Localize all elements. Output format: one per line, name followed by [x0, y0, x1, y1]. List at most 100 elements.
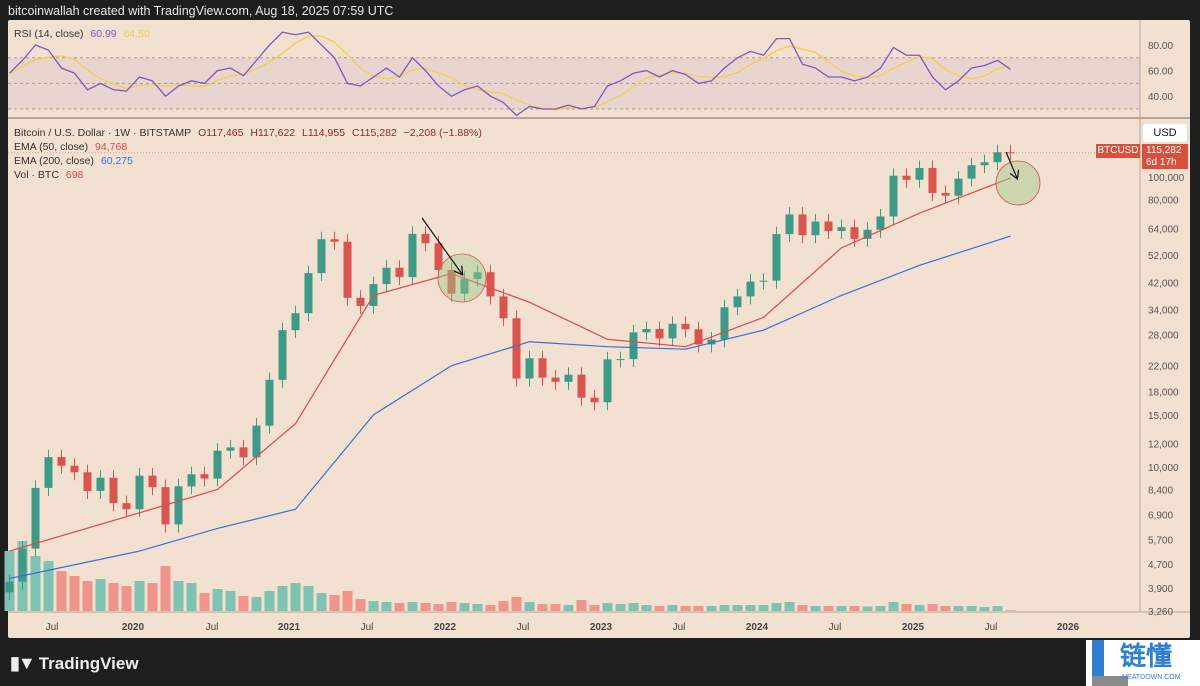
ohlc-high: H117,622 [250, 127, 296, 139]
candle-body [681, 323, 690, 330]
volume-bar [628, 603, 639, 611]
time-tick-label: 2026 [1057, 622, 1080, 633]
annotation-circle [995, 160, 1041, 206]
time-tick-label: Jul [673, 622, 686, 633]
price-tick-label: 80,000 [1148, 196, 1179, 207]
tradingview-logo[interactable]: ▮▼ TradingView [10, 653, 139, 674]
symbol-title: Bitcoin / U.S. Dollar · 1W · BITSTAMP [14, 127, 192, 139]
volume-bar [186, 583, 197, 611]
volume-bar [706, 606, 717, 611]
volume-bar [30, 556, 41, 611]
ema50-legend: EMA (50, close) 94,768 [14, 141, 131, 153]
candle-body [382, 267, 391, 285]
rsi-tick-label: 80.00 [1148, 41, 1173, 52]
price-tick-label: 4,700 [1148, 560, 1173, 571]
candle-body [226, 447, 235, 451]
annotations [421, 151, 1041, 303]
volume-label: Vol · BTC [14, 169, 59, 181]
ohlc-open: O117,465 [198, 127, 244, 139]
chart-frame[interactable] [8, 20, 1190, 638]
last-price: 115,282 [1146, 145, 1182, 156]
candle-body [837, 227, 846, 232]
candle-body [187, 474, 196, 487]
candle-body [395, 267, 404, 278]
candle-body [889, 175, 898, 217]
volume-bar [199, 593, 210, 611]
candle-body [525, 358, 534, 379]
candle-body [70, 465, 79, 473]
candle-body [928, 167, 937, 193]
candle-body [265, 379, 274, 426]
candles [5, 144, 1015, 601]
volume-bar [914, 605, 925, 611]
arrow-icon [421, 217, 462, 274]
volume-bar [511, 597, 522, 611]
candle-body [941, 192, 950, 196]
candle-body [954, 178, 963, 196]
volume-bar [719, 605, 730, 611]
volume-bar [381, 602, 392, 611]
candle-body [213, 450, 222, 479]
time-tick-label: Jul [361, 622, 374, 633]
volume-bar [342, 591, 353, 611]
candle-body [96, 477, 105, 491]
volume-bar [225, 591, 236, 611]
rsi-legend: RSI (14, close) 60.99 64.50 [14, 28, 154, 40]
candle-body [317, 239, 326, 274]
volume-bar [1005, 610, 1016, 611]
candle-body [83, 472, 92, 491]
volume-bar [953, 606, 964, 611]
volume-bar [992, 606, 1003, 611]
candle-body [980, 162, 989, 166]
volume-bar [589, 605, 600, 611]
price-tick-label: 52,000 [1148, 251, 1179, 262]
volume-bar [277, 586, 288, 611]
candle-body [304, 273, 313, 314]
watermark-sub: NEATDOWN.COM [1122, 674, 1181, 681]
candle-body [161, 487, 170, 525]
volume-bar [979, 607, 990, 611]
volume-bar [732, 605, 743, 611]
candle-body [707, 339, 716, 345]
volume-bar [446, 602, 457, 611]
volume-bar [836, 606, 847, 611]
volume-bar [407, 602, 418, 611]
ema50-label: EMA (50, close) [14, 141, 89, 153]
ema200-label: EMA (200, close) [14, 155, 94, 167]
brand-name: TradingView [38, 653, 139, 673]
ema200-legend: EMA (200, close) 60,275 [14, 155, 137, 167]
time-tick-label: Jul [46, 622, 59, 633]
candle-body [512, 318, 521, 379]
candle-body [239, 447, 248, 458]
rsi-ma-value: 64.50 [123, 28, 150, 40]
price-tick-label: 6,900 [1148, 511, 1173, 522]
candle-body [135, 475, 144, 510]
rsi-ma-line [9, 35, 1011, 111]
candle-body [122, 503, 131, 510]
volume-bar [43, 561, 54, 611]
volume-bar [771, 603, 782, 611]
candle-body [148, 475, 157, 488]
candle-body [109, 477, 118, 504]
volume-bar [420, 603, 431, 611]
time-tick-label: Jul [206, 622, 219, 633]
volume-bar [147, 583, 158, 611]
volume-bar [823, 606, 834, 611]
volume-bar [888, 602, 899, 611]
volume-bar [212, 589, 223, 611]
volume-bar [498, 601, 509, 611]
volume-bar [251, 597, 262, 611]
candle-body [850, 227, 859, 239]
volume-bar [667, 605, 678, 611]
currency-button[interactable]: USD [1143, 124, 1187, 142]
volume-bar [654, 606, 665, 611]
candle-body [993, 152, 1002, 163]
watermark-text: 链懂 [1120, 641, 1173, 671]
ohlc-low: L114,955 [302, 127, 346, 139]
volume-bar [901, 604, 912, 611]
time-tick-label: Jul [829, 622, 842, 633]
candle-body [629, 332, 638, 360]
volume-value: 698 [65, 169, 84, 181]
volume-bar [875, 606, 886, 611]
